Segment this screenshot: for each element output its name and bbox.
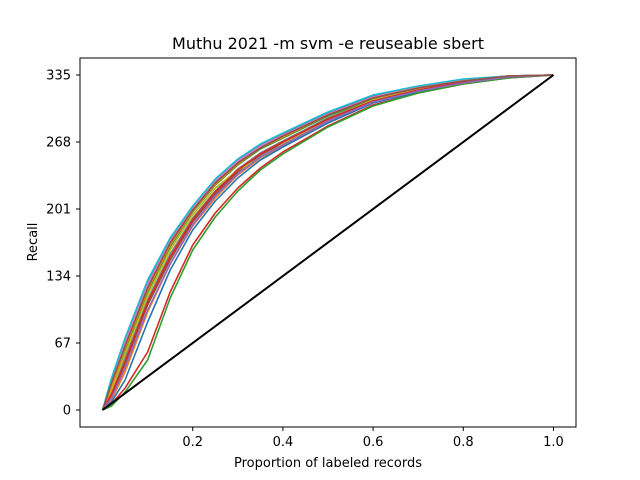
series-line (101, 74, 554, 411)
y-axis: 0 67 134 201 268 335 (46, 69, 80, 419)
plot-frame (79, 57, 577, 428)
series-line (101, 74, 554, 411)
baseline-group (101, 74, 555, 411)
x-tick-label: 1.0 (543, 435, 564, 450)
y-tick-label: 335 (46, 69, 71, 84)
random-baseline-line (101, 74, 555, 411)
x-axis-label: Proportion of labeled records (234, 456, 422, 471)
x-tick-label: 0.4 (273, 435, 294, 450)
x-tick-label: 0.6 (363, 435, 384, 450)
y-tick-label: 0 (63, 404, 71, 419)
series-line (101, 74, 554, 411)
y-axis-label: Recall (26, 223, 41, 262)
chart-title: Muthu 2021 -m svm -e reuseable sbert (172, 34, 484, 53)
series-line (101, 74, 554, 411)
x-axis: 0.2 0.4 0.6 0.8 1.0 (182, 427, 564, 450)
series-line (102, 74, 554, 411)
y-tick-label: 268 (46, 136, 71, 151)
x-tick-label: 0.8 (453, 435, 474, 450)
y-tick-label: 134 (46, 270, 71, 285)
series-line (101, 74, 554, 411)
y-tick-label: 67 (54, 337, 71, 352)
y-tick-label: 201 (46, 203, 71, 218)
x-tick-label: 0.2 (182, 435, 203, 450)
series-group (101, 74, 554, 411)
